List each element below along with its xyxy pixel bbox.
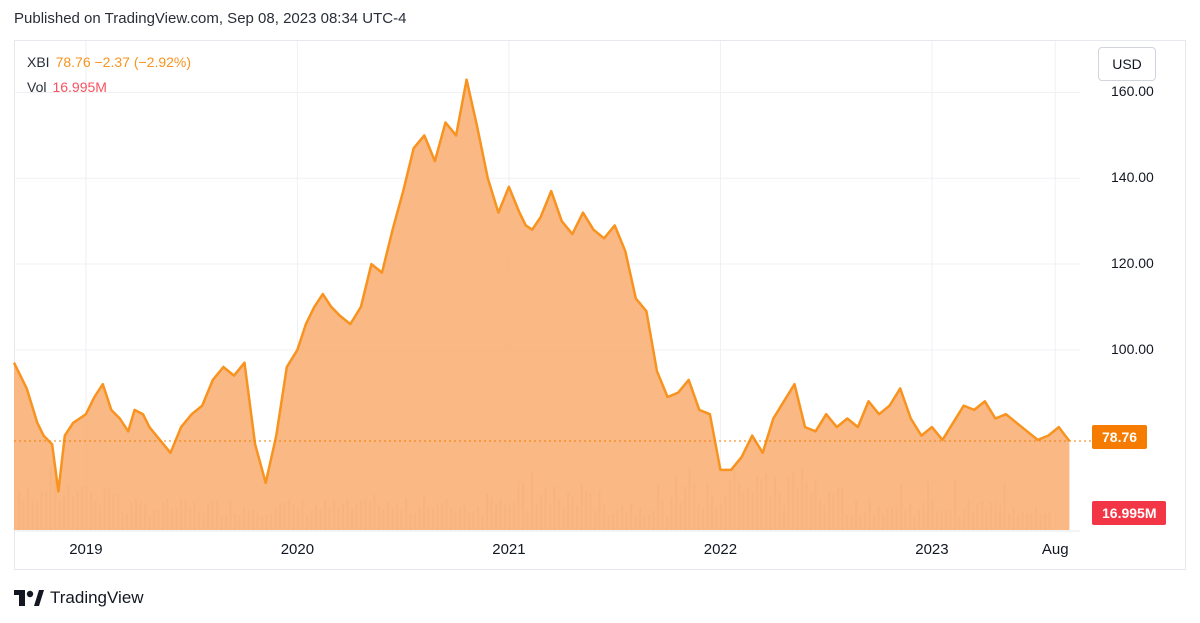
- x-tick-label: 2020: [280, 541, 315, 558]
- x-tick-label: 2021: [492, 541, 526, 558]
- y-tick-label: 140.00: [1111, 169, 1154, 186]
- tradingview-brand[interactable]: TradingView: [14, 588, 144, 608]
- y-tick-label: 120.00: [1111, 255, 1154, 272]
- legend-volume: Vol 16.995M: [27, 79, 107, 95]
- price-area-fill: [14, 79, 1070, 530]
- legend-symbol: XBI: [27, 54, 50, 70]
- currency-button[interactable]: USD: [1098, 47, 1156, 81]
- last-price-badge: 78.76: [1092, 425, 1148, 449]
- x-tick-label: Aug: [1041, 541, 1069, 558]
- x-tick-label: 2019: [69, 541, 103, 558]
- y-tick-label: 160.00: [1111, 83, 1154, 100]
- y-tick-label: 100.00: [1111, 340, 1154, 357]
- tradingview-logo-icon: [14, 590, 44, 606]
- x-tick-label: 2023: [915, 541, 949, 558]
- legend-price: XBI 78.76 −2.37 (−2.92%): [27, 54, 191, 70]
- legend-vol-value: 16.995M: [52, 79, 107, 95]
- tradingview-brand-name: TradingView: [50, 588, 144, 607]
- price-line: [12, 78, 1071, 493]
- legend-vol-label: Vol: [27, 79, 47, 95]
- published-header: Published on TradingView.com, Sep 08, 20…: [14, 10, 407, 27]
- x-tick-label: 2022: [703, 541, 738, 558]
- legend-price-change: 78.76 −2.37 (−2.92%): [55, 54, 192, 70]
- chart-frame: [14, 40, 1186, 570]
- last-volume-badge: 16.995M: [1092, 501, 1167, 525]
